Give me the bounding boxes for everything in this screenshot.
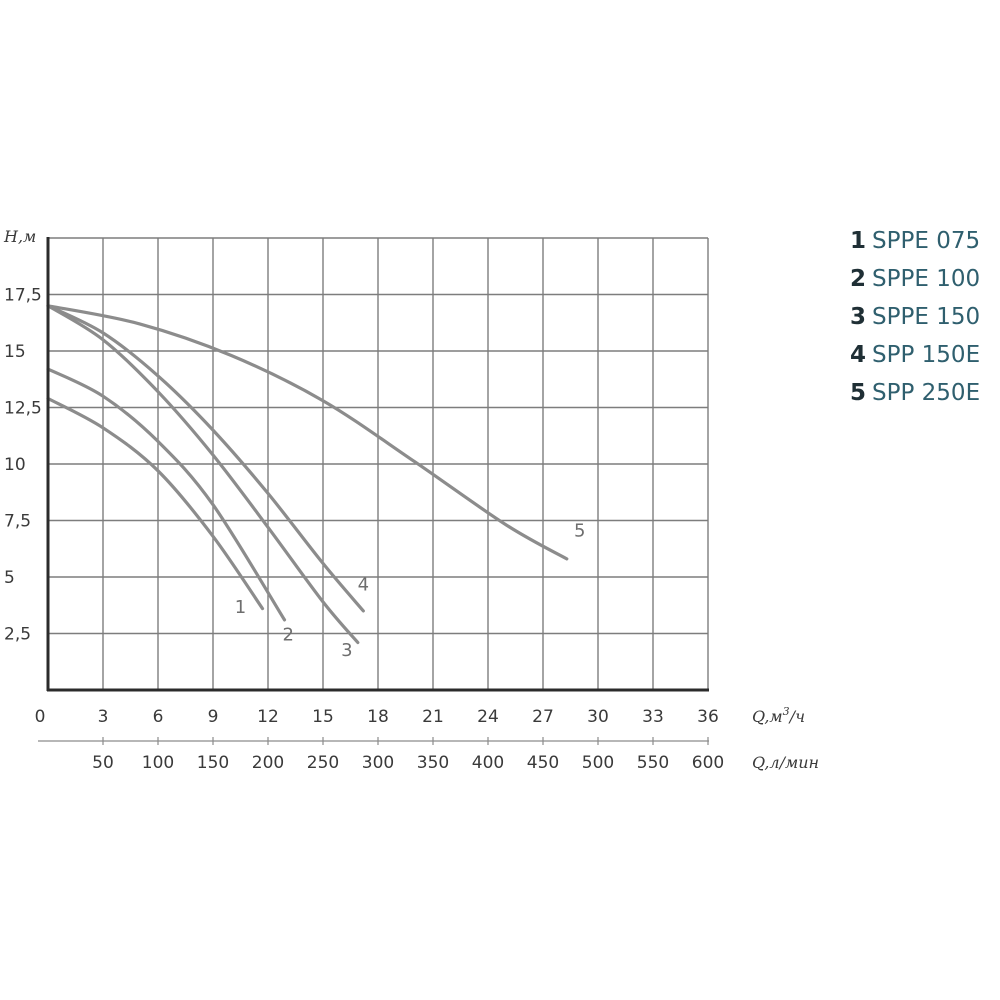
legend-item-2: 2 SPPE 100 [850,260,980,298]
x-tick-label: 9 [208,707,219,727]
x2-tick-label: 400 [472,753,504,773]
legend-number: 1 [850,228,867,254]
y-tick-label: 17,5 [4,286,42,306]
x-tick-label: 15 [312,707,334,727]
chart-legend: 1 SPPE 075 2 SPPE 100 3 SPPE 150 4 SPP 150E … [850,222,980,412]
secondary-x-axis-title: Q,л/мин [752,753,819,772]
legend-item-4: 4 SPP 150E [850,336,980,374]
y-axis-title: H,м [3,227,36,246]
legend-number: 2 [850,266,867,292]
legend-item-5: 5 SPP 250E [850,374,980,412]
x-tick-label: 27 [532,707,554,727]
x-tick-label: 12 [257,707,279,727]
chart-axes [38,237,709,742]
curve-2 [46,367,287,622]
y-tick-label: 15 [4,342,26,362]
y-tick-label: 7,5 [4,512,31,532]
y-tick-label: 10 [4,455,26,475]
x2-tick-label: 550 [637,753,669,773]
y-tick-label: 5 [4,568,15,588]
curve-label-2: 2 [282,624,293,645]
legend-label: SPPE 150 [872,304,981,330]
x-tick-label: 0 [35,707,46,727]
x-tick-label: 36 [697,707,719,727]
x-tick-label: 33 [642,707,664,727]
y-tick-label: 12,5 [4,399,42,419]
x2-tick-label: 150 [197,753,229,773]
legend-label: SPP 150E [872,342,981,368]
legend-item-3: 3 SPPE 150 [850,298,980,336]
x-tick-label: 30 [587,707,609,727]
curve-3 [46,304,360,645]
curve-label-3: 3 [341,640,352,661]
x-tick-label: 18 [367,707,389,727]
x2-tick-label: 100 [142,753,174,773]
x2-tick-label: 200 [252,753,284,773]
legend-label: SPP 250E [872,380,981,406]
x2-tick-label: 250 [307,753,339,773]
legend-number: 5 [850,380,867,406]
legend-label: SPPE 075 [872,228,981,254]
curve-5 [46,304,569,561]
y-tick-label: 2,5 [4,625,31,645]
curve-label-5: 5 [574,520,585,541]
legend-number: 4 [850,342,867,368]
x-tick-label: 21 [422,707,444,727]
chart-curves: 1 2 3 4 5 [46,304,585,661]
x2-tick-label: 600 [692,753,724,773]
x2-tick-label: 350 [417,753,449,773]
curve-4 [46,304,365,613]
x2-tick-label: 50 [92,753,114,773]
curve-label-4: 4 [358,575,369,596]
x-tick-label: 3 [98,707,109,727]
x2-tick-label: 450 [527,753,559,773]
legend-label: SPPE 100 [872,266,981,292]
chart-grid [48,237,709,690]
legend-item-1: 1 SPPE 075 [850,222,980,260]
curve-1 [46,396,265,611]
x-tick-label: 24 [477,707,499,727]
x2-tick-label: 500 [582,753,614,773]
x-tick-label: 6 [153,707,164,727]
x-axis-title: Q,м3/ч [752,705,805,726]
x2-tick-label: 300 [362,753,394,773]
legend-number: 3 [850,304,867,330]
curve-label-1: 1 [235,597,246,618]
